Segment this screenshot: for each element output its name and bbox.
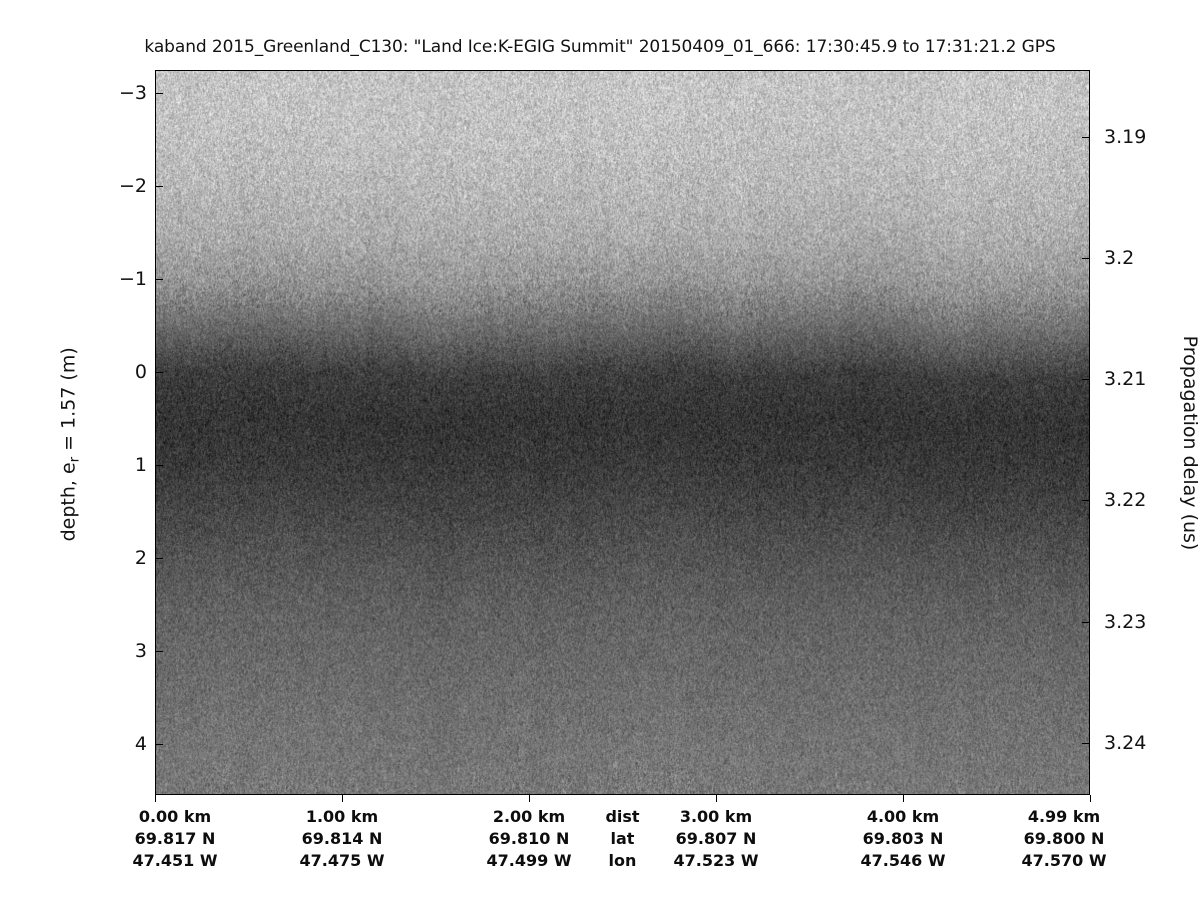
y-axis-right-tick-label: 3.22	[1104, 489, 1147, 512]
x-axis-label-lon: 47.499 W	[486, 851, 572, 870]
x-axis-tick-mark	[1090, 795, 1091, 802]
x-axis-label-column: 3.00 km 69.807 N 47.523 W	[674, 806, 759, 872]
y-axis-left-tick-mark	[155, 186, 163, 188]
x-axis-row-key-lon: lon	[608, 851, 637, 870]
x-axis-label-dist: 0.00 km	[138, 807, 212, 826]
x-axis-row-key-column: dist lat lon	[605, 806, 639, 872]
x-axis-tick-mark	[155, 795, 156, 802]
page-title: kaband 2015_Greenland_C130: "Land Ice:K-…	[144, 37, 1056, 57]
y-axis-left-tick-label: 4	[134, 732, 147, 755]
x-axis-tick-mark	[903, 795, 904, 802]
y-axis-right-tick-mark	[1082, 379, 1090, 381]
x-axis-label-column: 2.00 km 69.810 N 47.499 W	[487, 806, 572, 872]
x-axis-label-column: 0.00 km 69.817 N 47.451 W	[133, 806, 218, 872]
y-axis-right-tick-label: 3.24	[1104, 731, 1147, 754]
x-axis-label-lat: 69.800 N	[1023, 829, 1105, 848]
x-axis-label-lat: 69.807 N	[675, 829, 757, 848]
x-axis-row-key-lat: lat	[610, 829, 635, 848]
x-axis-label-column: 4.99 km 69.800 N 47.570 W	[1022, 806, 1107, 872]
y-axis-left-tick-mark	[155, 279, 163, 281]
x-axis-label-dist: 1.00 km	[305, 807, 379, 826]
y-axis-left-tick-label: −3	[118, 82, 147, 105]
x-axis-tick-mark	[529, 795, 530, 802]
x-axis-label-lon: 47.451 W	[132, 851, 218, 870]
y-axis-left-tick-mark	[155, 650, 163, 652]
x-axis-label-dist: 2.00 km	[492, 807, 566, 826]
y-axis-right-tick-mark	[1082, 742, 1090, 744]
y-axis-left-title-tail: = 1.57 (m)	[57, 347, 80, 457]
x-axis-label-lon: 47.546 W	[860, 851, 946, 870]
y-axis-left-tick-label: 3	[134, 639, 147, 662]
y-axis-right-tick-label: 3.23	[1104, 610, 1147, 633]
y-axis-left-tick-mark	[155, 93, 163, 95]
y-axis-right-tick-label: 3.21	[1104, 368, 1147, 391]
x-axis-label-lon: 47.570 W	[1021, 851, 1107, 870]
y-axis-left-tick-mark	[155, 465, 163, 467]
y-axis-left-tick-label: 1	[134, 454, 147, 477]
y-axis-left-tick-mark	[155, 743, 163, 745]
y-axis-left-tick-mark	[155, 557, 163, 559]
x-axis-label-lat: 69.803 N	[862, 829, 944, 848]
x-axis-label-lon: 47.523 W	[673, 851, 759, 870]
y-axis-right-title: Propagation delay (us)	[1179, 335, 1200, 551]
y-axis-right-tick-mark	[1082, 257, 1090, 259]
y-axis-left-tick-mark	[155, 372, 163, 374]
x-axis-label-lat: 69.817 N	[134, 829, 216, 848]
x-axis-label-lon: 47.475 W	[299, 851, 385, 870]
x-axis-tick-mark	[716, 795, 717, 802]
y-axis-left-title: depth, er = 1.57 (m)	[58, 134, 83, 754]
x-axis-label-lat: 69.814 N	[301, 829, 383, 848]
x-axis-label-dist: 4.00 km	[866, 807, 940, 826]
y-axis-right-tick-mark	[1082, 621, 1090, 623]
x-axis-label-dist: 4.99 km	[1027, 807, 1101, 826]
y-axis-left-title-text: depth, e	[57, 462, 80, 542]
x-axis-row-key-dist: dist	[605, 807, 640, 826]
echogram-plot-area[interactable]	[155, 70, 1090, 795]
y-axis-right-tick-label: 3.19	[1104, 125, 1147, 148]
x-axis-label-table: 0.00 km 69.817 N 47.451 W 1.00 km 69.814 N 47…	[0, 806, 1200, 886]
x-axis-label-dist: 3.00 km	[679, 807, 753, 826]
y-axis-right-tick-label: 3.2	[1104, 246, 1135, 269]
y-axis-right-tick-mark	[1082, 136, 1090, 138]
y-axis-left-tick-label: 0	[134, 361, 147, 384]
x-axis-label-column: 1.00 km 69.814 N 47.475 W	[300, 806, 385, 872]
radar-echogram-image	[156, 71, 1089, 794]
y-axis-left-title-subscript: r	[67, 456, 83, 463]
x-axis-tick-mark	[342, 795, 343, 802]
x-axis-label-column: 4.00 km 69.803 N 47.546 W	[861, 806, 946, 872]
y-axis-left-tick-label: −2	[118, 175, 147, 198]
x-axis-label-lat: 69.810 N	[488, 829, 570, 848]
y-axis-left-tick-label: 2	[134, 546, 147, 569]
y-axis-left-tick-label: −1	[118, 268, 147, 291]
y-axis-right-tick-mark	[1082, 500, 1090, 502]
